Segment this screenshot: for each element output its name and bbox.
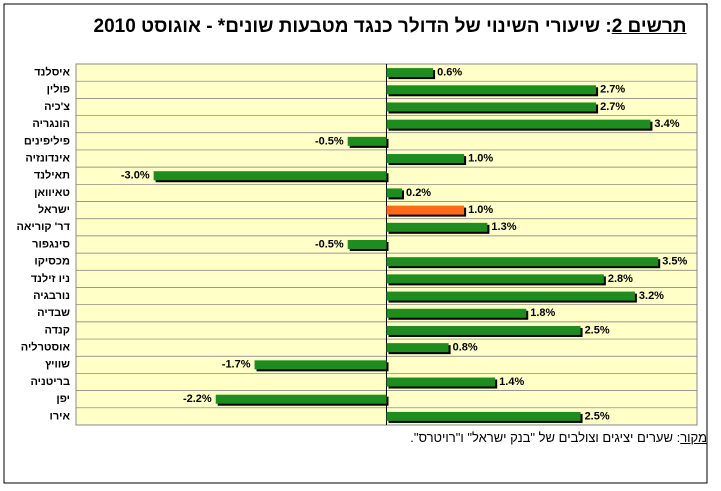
y-tick-label: קנדה — [45, 324, 70, 336]
data-label: 2.7% — [600, 101, 625, 113]
y-tick-label: איסלנד — [34, 66, 70, 79]
data-label: 1.0% — [468, 152, 493, 164]
data-label: 1.4% — [499, 376, 524, 388]
y-tick-label: שוויץ — [45, 359, 70, 371]
data-label: 2.5% — [585, 410, 610, 422]
bar — [386, 257, 659, 267]
source-note: מקור: שערים יציגים וצולבים של "בנק ישראל… — [410, 430, 707, 445]
y-tick-label: אוסטרליה — [21, 341, 71, 354]
data-label: -2.2% — [183, 393, 212, 405]
y-tick-label: בריטניה — [30, 376, 70, 388]
bar — [215, 394, 387, 404]
data-label: -0.5% — [315, 238, 344, 250]
y-tick-label: ישראל — [38, 203, 70, 216]
y-tick-label: הונגריה — [32, 118, 70, 130]
data-label: -0.5% — [315, 135, 344, 147]
data-label: 2.5% — [585, 324, 610, 336]
bar — [386, 325, 581, 335]
data-label: -3.0% — [121, 170, 150, 182]
y-tick-label: טאיוואן — [34, 187, 70, 199]
data-label: -1.7% — [222, 359, 251, 371]
bar — [386, 119, 651, 129]
y-tick-label: אינדונזיה — [25, 152, 70, 164]
y-tick-label: סינגפור — [32, 238, 70, 250]
data-label: 3.4% — [654, 118, 679, 130]
bar — [386, 343, 449, 353]
source-prefix: מקור — [680, 430, 707, 445]
data-label: 2.7% — [600, 84, 625, 96]
data-label: 3.2% — [639, 290, 664, 302]
bar — [386, 188, 403, 198]
bar — [386, 85, 597, 95]
y-tick-label: תאילנד — [34, 169, 70, 182]
data-label: 1.3% — [491, 221, 516, 233]
bar — [347, 240, 387, 249]
bar — [347, 136, 387, 146]
y-tick-label: צ'כיה — [44, 101, 70, 113]
bar — [386, 308, 527, 318]
bar — [386, 411, 581, 421]
title-text: : שיעורי השינוי של הדולר כנגד מטבעות שונ… — [93, 16, 612, 37]
y-tick-label: פולין — [47, 83, 70, 96]
data-label: 3.5% — [662, 256, 687, 268]
bar — [386, 102, 597, 112]
data-label: 0.8% — [453, 342, 478, 354]
y-tick-label: שבדיה — [37, 307, 70, 319]
data-label: 1.8% — [530, 307, 555, 319]
bar — [254, 360, 387, 370]
bar — [386, 68, 434, 78]
y-tick-label: אירו — [50, 410, 71, 422]
bar — [386, 274, 604, 284]
y-tick-label: מכסיקו — [34, 256, 70, 268]
bar — [386, 291, 635, 301]
title-prefix: תרשים 2 — [611, 16, 687, 37]
bar — [386, 154, 465, 164]
bar — [386, 377, 496, 387]
bar — [386, 205, 465, 215]
bar — [153, 171, 387, 181]
chart-title: תרשים 2: שיעורי השינוי של הדולר כנגד מטב… — [90, 14, 690, 39]
data-label: 0.6% — [437, 67, 462, 79]
y-tick-label: דר' קוריאה — [16, 221, 70, 233]
source-text: : שערים יציגים וצולבים של "בנק ישראל" ו"… — [410, 430, 681, 445]
y-tick-label: יפן — [56, 393, 70, 405]
data-label: 1.0% — [468, 204, 493, 216]
data-label: 2.8% — [608, 273, 633, 285]
y-tick-label: ניו זילנד — [31, 272, 70, 285]
y-tick-label: נורבגיה — [33, 290, 70, 302]
y-tick-label: פיליפינים — [24, 134, 70, 147]
data-label: 0.2% — [406, 187, 431, 199]
bar — [386, 222, 488, 232]
